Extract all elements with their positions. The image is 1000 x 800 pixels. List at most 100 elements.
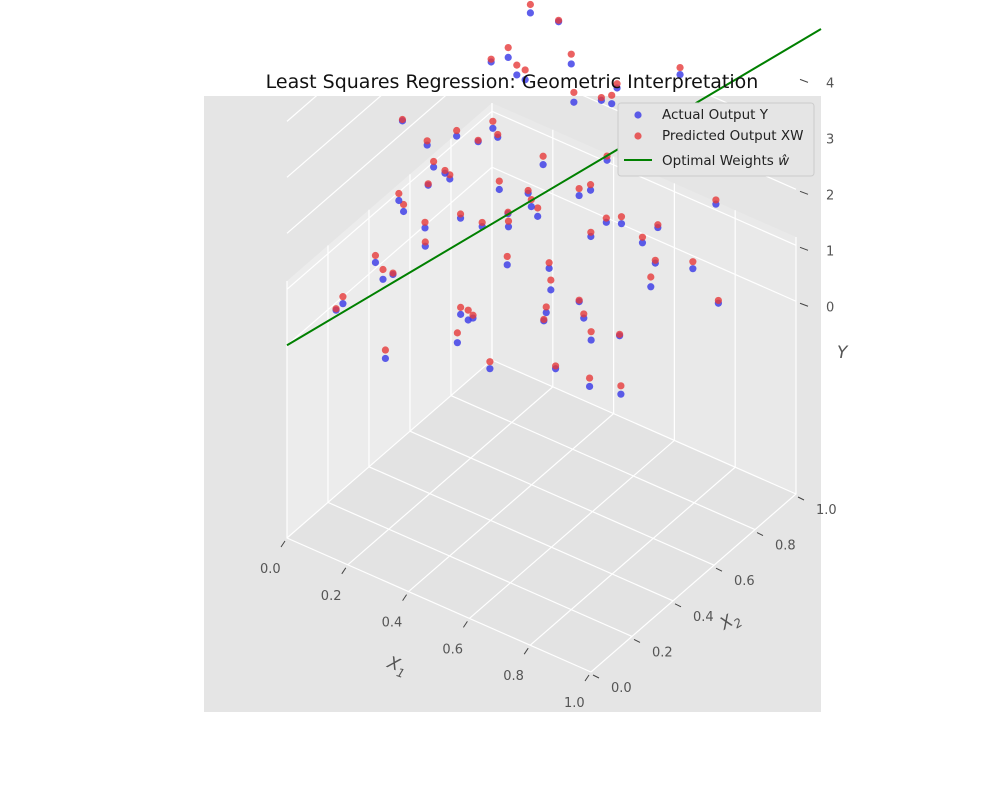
predicted-point	[651, 256, 659, 264]
y-tick-mark	[799, 78, 809, 83]
actual-point	[689, 265, 697, 273]
actual-point	[421, 224, 429, 232]
x2-tick-mark	[592, 674, 600, 679]
actual-point	[504, 223, 513, 231]
predicted-point	[654, 221, 662, 229]
x1-tick-mark	[523, 647, 529, 655]
x1-tick-label: 0.8	[503, 669, 524, 684]
actual-point	[539, 161, 547, 169]
x2-tick-label: 0.4	[693, 610, 714, 625]
predicted-point	[424, 180, 432, 188]
predicted-point	[332, 305, 340, 313]
actual-point	[395, 196, 403, 205]
actual-point	[339, 300, 347, 308]
predicted-point	[381, 346, 390, 354]
predicted-point	[464, 306, 472, 314]
actual-point	[495, 185, 503, 194]
x1-axis-label: X1	[383, 652, 410, 681]
legend: Actual Output Y Predicted Output XW Opti…	[617, 102, 815, 177]
predicted-point	[647, 273, 655, 281]
predicted-point	[423, 137, 431, 145]
x2-tick-mark	[633, 638, 641, 643]
actual-point	[585, 382, 594, 391]
predicted-point	[638, 233, 647, 241]
actual-point	[647, 283, 655, 291]
actual-point	[545, 264, 553, 272]
actual-point	[513, 71, 521, 79]
x1-tick-label: 0.2	[321, 589, 342, 604]
x1-tick-label: 0.0	[260, 562, 281, 577]
actual-point	[575, 191, 583, 200]
legend-box	[617, 102, 815, 177]
predicted-point	[613, 80, 621, 88]
grid-line-x2	[286, 281, 592, 673]
predicted-point	[575, 184, 583, 193]
predicted-point	[453, 126, 461, 135]
predicted-point	[389, 269, 397, 277]
predicted-point	[456, 210, 465, 218]
actual-point	[399, 207, 408, 216]
predicted-point	[486, 358, 494, 366]
actual-point	[547, 286, 555, 294]
actual-point	[457, 310, 465, 318]
grid-line-x2	[368, 209, 674, 602]
predicted-point	[399, 200, 408, 209]
axis-ticks: 0.0 0.2 0.4 0.6 0.8 1.0 0.0 0.2 0.4 0.6 0.8 1.0 0 1 2 3…	[260, 76, 837, 711]
predicted-point	[539, 152, 547, 160]
actual-point	[617, 390, 625, 398]
x2-tick-label: 0.6	[734, 574, 755, 589]
x1-tick-mark	[584, 674, 590, 682]
actual-point	[453, 132, 461, 140]
predicted-point	[504, 217, 513, 225]
predicted-point	[494, 130, 502, 139]
predicted-point	[580, 310, 588, 318]
predicted-point	[524, 186, 532, 195]
actual-point	[503, 261, 511, 269]
actual-point	[371, 258, 380, 267]
predicted-point	[689, 258, 697, 266]
actual-point	[430, 163, 438, 171]
predicted-point	[457, 303, 465, 311]
predicted-point	[441, 166, 449, 175]
y-axis-label: Y	[837, 343, 849, 363]
predicted-point	[551, 362, 560, 370]
legend-label-predicted: Predicted Output XW	[662, 128, 803, 144]
predicted-point	[534, 204, 542, 212]
x1-tick-mark	[280, 540, 286, 548]
actual-point	[504, 53, 512, 62]
x1-tick-label: 0.6	[442, 642, 463, 657]
predicted-point	[504, 44, 512, 52]
legend-marker-actual	[634, 111, 642, 119]
x1-tick-mark	[402, 594, 408, 601]
predicted-point	[616, 330, 624, 338]
actual-point	[381, 354, 390, 363]
predicted-point	[521, 66, 529, 74]
legend-label-weights-math: ŵ	[778, 153, 790, 169]
predicted-point	[540, 315, 548, 324]
x2-tick-label: 0.2	[652, 645, 673, 660]
actual-point	[521, 76, 529, 84]
predicted-point	[478, 218, 486, 227]
y-tick-label: 3	[826, 132, 834, 147]
predicted-point	[421, 238, 429, 246]
predicted-point	[487, 55, 495, 63]
predicted-point	[586, 181, 595, 189]
grid-lines	[286, 0, 797, 673]
grid-line-y	[286, 110, 797, 290]
predicted-point	[585, 374, 594, 382]
predicted-point	[570, 88, 578, 97]
y-tick-mark	[799, 190, 809, 195]
chart-title: Least Squares Regression: Geometric Inte…	[266, 71, 759, 93]
y-tick-label: 2	[826, 188, 834, 203]
optimal-weights-line	[286, 28, 822, 347]
x2-tick-mark	[797, 496, 805, 501]
predicted-point	[575, 296, 583, 304]
grid-line-y	[286, 166, 797, 346]
actual-point	[542, 308, 550, 317]
predicted-point	[526, 0, 534, 9]
predicted-point	[587, 228, 595, 236]
predicted-point	[371, 251, 380, 260]
actual-point	[526, 9, 534, 17]
x2-tick-label: 0.8	[775, 539, 796, 554]
x2-tick-label: 1.0	[816, 503, 837, 518]
